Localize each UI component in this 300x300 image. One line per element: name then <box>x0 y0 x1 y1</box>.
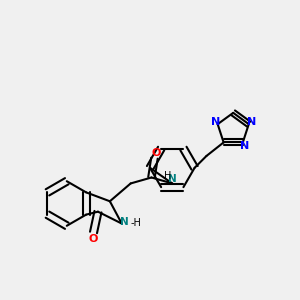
Text: -H: -H <box>130 218 141 228</box>
Text: N: N <box>120 217 128 227</box>
Text: N: N <box>247 117 256 127</box>
Text: N: N <box>169 174 177 184</box>
Text: N: N <box>211 117 220 127</box>
Text: O: O <box>89 234 98 244</box>
Text: O: O <box>151 148 160 158</box>
Text: H: H <box>164 171 171 181</box>
Text: N: N <box>240 141 249 151</box>
